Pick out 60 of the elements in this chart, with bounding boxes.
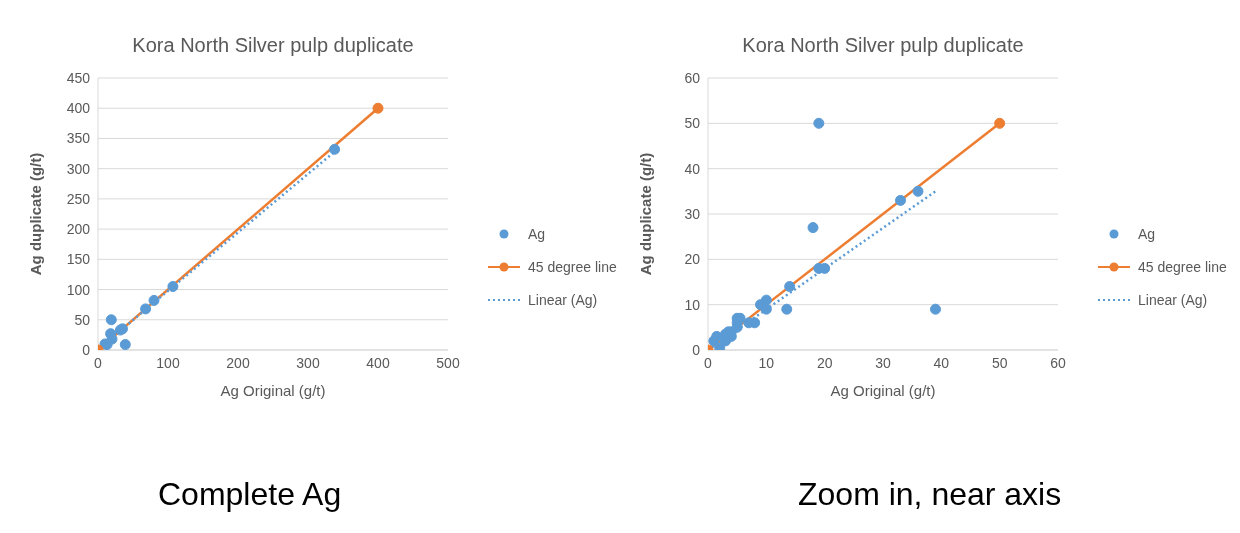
legend-label: 45 degree line — [1138, 259, 1227, 275]
legend-label: Ag — [1138, 226, 1156, 242]
y-tick-label: 20 — [684, 251, 701, 268]
y-tick-label: 0 — [82, 341, 91, 358]
x-tick-label: 300 — [296, 354, 320, 371]
y-tick-label: 40 — [684, 160, 701, 177]
point — [167, 281, 179, 293]
chart-title: Kora North Silver pulp duplicate — [741, 34, 1025, 57]
y-tick-label: 50 — [74, 311, 91, 328]
point — [372, 102, 384, 114]
point — [781, 303, 793, 315]
y-tick-label: 100 — [66, 281, 91, 298]
point — [105, 314, 117, 326]
x-tick-label: 0 — [94, 354, 103, 371]
point — [813, 117, 825, 129]
point — [148, 294, 160, 306]
y-tick-label: 250 — [66, 190, 91, 207]
y-axis-title: Ag duplicate (g/t) — [637, 152, 655, 276]
y-tick-label: 400 — [66, 100, 91, 117]
legend-label: Linear (Ag) — [528, 292, 598, 308]
x-tick-label: 50 — [991, 354, 1008, 371]
y-axis-title: Ag duplicate (g/t) — [27, 152, 45, 276]
x-tick-label: 200 — [226, 354, 250, 371]
point — [784, 281, 796, 293]
legend-label: 45 degree line — [528, 259, 617, 275]
text: Zoom in, near axis — [798, 476, 1062, 513]
point — [807, 222, 819, 234]
y-tick-label: 10 — [684, 296, 701, 313]
point — [994, 117, 1006, 129]
text: Complete Ag — [158, 476, 342, 513]
y-tick-label: 300 — [66, 160, 91, 177]
y-tick-label: 450 — [66, 69, 91, 86]
x-tick-label: 60 — [1050, 354, 1066, 371]
x-tick-label: 40 — [933, 354, 950, 371]
point — [119, 339, 131, 350]
x-tick-label: 10 — [758, 354, 775, 371]
y-tick-label: 30 — [684, 205, 701, 222]
x-tick-label: 500 — [436, 354, 460, 371]
point — [329, 143, 341, 155]
x-axis-title: Ag Original (g/t) — [220, 382, 326, 399]
y-tick-label: 350 — [66, 130, 91, 147]
x-tick-label: 400 — [366, 354, 390, 371]
legend-label: Ag — [528, 226, 546, 242]
y-tick-label: 200 — [66, 221, 91, 238]
point — [760, 303, 772, 315]
x-axis-title: Ag Original (g/t) — [830, 382, 936, 399]
point — [930, 303, 941, 315]
y-tick-label: 50 — [684, 115, 701, 132]
x-tick-label: 20 — [816, 354, 833, 371]
x-tick-label: 30 — [875, 354, 891, 371]
point — [912, 185, 924, 197]
x-tick-label: 100 — [156, 354, 180, 371]
x-tick-label: 0 — [704, 354, 713, 371]
chart-title: Kora North Silver pulp duplicate — [131, 34, 415, 57]
y-tick-label: 150 — [66, 251, 91, 268]
point — [895, 194, 906, 206]
legend-label: Linear (Ag) — [1138, 292, 1208, 308]
y-tick-label: 0 — [692, 341, 701, 358]
point — [140, 303, 152, 315]
y-tick-label: 60 — [684, 69, 701, 86]
